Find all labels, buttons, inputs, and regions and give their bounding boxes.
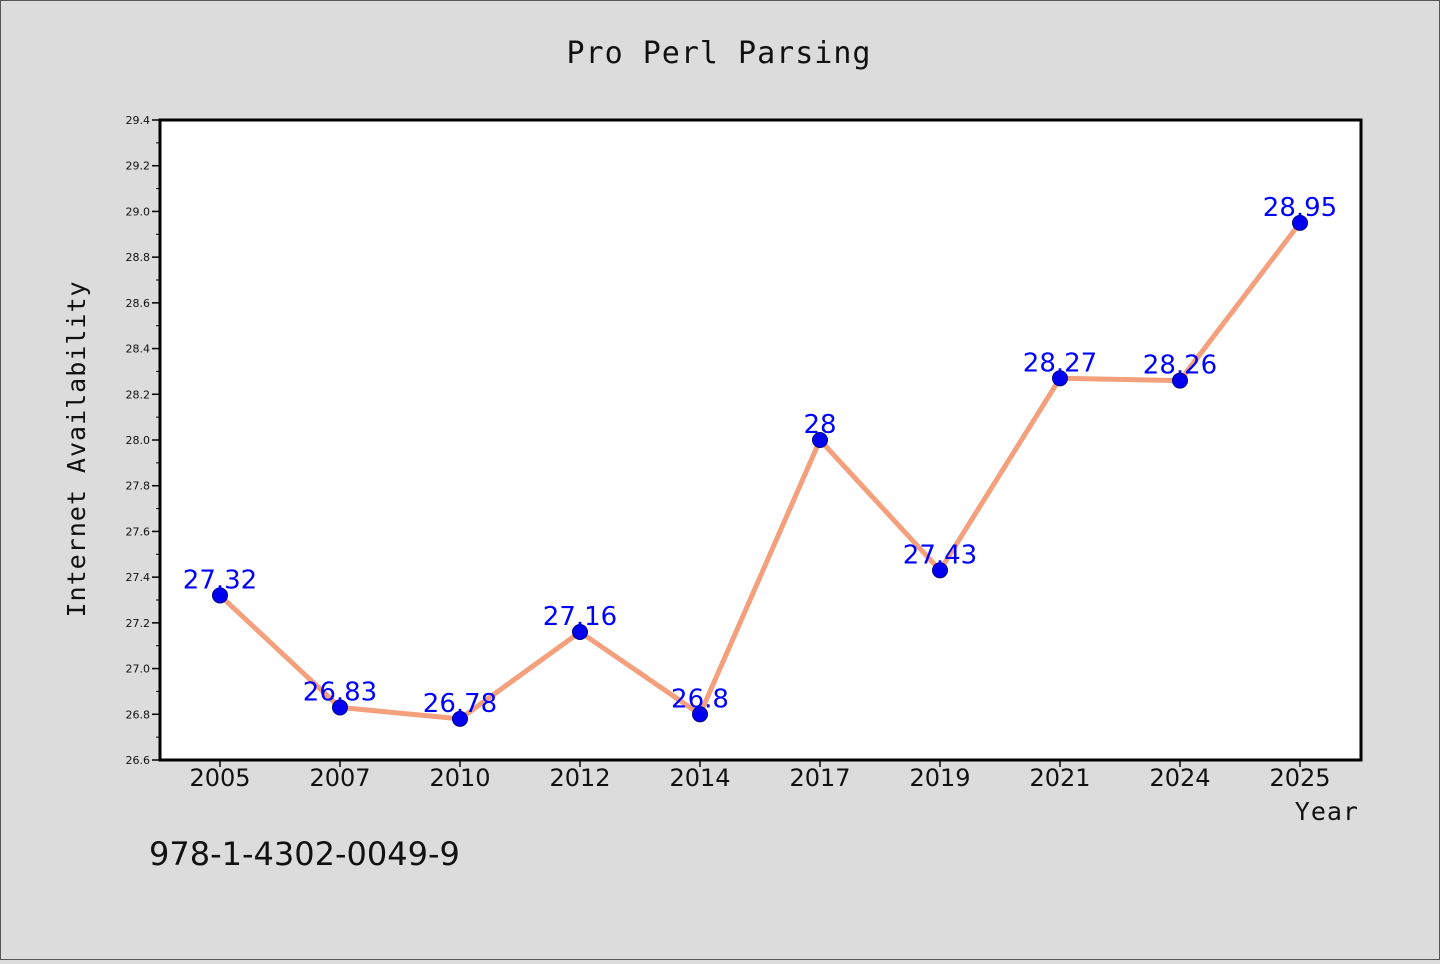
y-tick-label: 27.8 <box>126 480 151 493</box>
data-point <box>332 699 348 716</box>
data-point <box>932 562 948 579</box>
data-label: 26.78 <box>423 689 497 719</box>
y-tick-label: 28.4 <box>126 343 151 356</box>
data-label: 26.83 <box>303 677 377 707</box>
x-tick-label: 2010 <box>429 764 490 792</box>
data-label: 28.27 <box>1023 348 1097 378</box>
x-tick-label: 2017 <box>789 764 850 792</box>
footnote-isbn: 978-1-4302-0049-9 <box>149 835 460 873</box>
y-tick-label: 28.2 <box>126 388 151 401</box>
y-tick-label: 29.4 <box>126 114 151 127</box>
data-point <box>1292 214 1308 231</box>
y-tick-label: 27.2 <box>126 617 151 630</box>
y-tick-label: 28.8 <box>126 251 151 264</box>
x-tick-label: 2021 <box>1029 764 1090 792</box>
series-line-group <box>217 220 1303 722</box>
x-tick-label: 2012 <box>549 764 610 792</box>
data-point <box>572 624 588 640</box>
y-tick-label: 29.2 <box>126 160 151 173</box>
y-tick-label: 27.0 <box>126 663 151 676</box>
data-label: 27.43 <box>903 540 977 570</box>
x-tick-label: 2005 <box>189 764 250 792</box>
plot-area <box>158 118 1363 762</box>
chart-title: Pro Perl Parsing <box>567 36 872 71</box>
y-tick-label: 26.8 <box>126 708 151 721</box>
x-axis-ticks: 2005 2007 2010 2012 2014 2017 2019 2021 2024 2025 <box>189 760 1331 792</box>
y-axis-label: Internet Availability <box>62 280 91 617</box>
x-tick-label: 2024 <box>1149 764 1210 792</box>
data-point <box>1172 372 1188 389</box>
x-tick-label: 2014 <box>669 764 730 792</box>
y-tick-label: 26.6 <box>126 754 151 767</box>
data-point <box>692 706 708 723</box>
data-point <box>1052 370 1068 387</box>
x-axis-label: Year <box>1295 797 1359 826</box>
y-tick-label: 27.4 <box>126 571 151 584</box>
data-point <box>452 710 468 727</box>
data-label: 28 <box>803 410 836 440</box>
series-line <box>217 220 1303 722</box>
data-label: 28.26 <box>1143 351 1217 381</box>
x-tick-label: 2025 <box>1269 764 1330 792</box>
data-point <box>212 587 228 604</box>
y-tick-label: 28.0 <box>126 434 151 447</box>
data-markers <box>212 214 1308 727</box>
data-label: 26.8 <box>671 684 729 714</box>
y-axis-ticks: 26.6 26.8 27.0 27.2 27.4 27.6 27.8 28.0 28.2 28.4… <box>126 114 160 767</box>
x-tick-label: 2007 <box>309 764 370 792</box>
y-tick-label: 28.6 <box>126 297 151 310</box>
data-labels: 27.32 26.83 26.78 27.16 26.8 28 27.43 28.27 28.2… <box>183 193 1337 719</box>
data-label: 28.95 <box>1263 193 1337 223</box>
y-tick-label: 29.0 <box>126 205 151 218</box>
y-tick-label: 27.6 <box>126 525 151 538</box>
data-label: 27.16 <box>543 602 617 632</box>
data-point <box>812 432 828 448</box>
data-label: 27.32 <box>183 565 257 595</box>
x-tick-label: 2019 <box>909 764 970 792</box>
